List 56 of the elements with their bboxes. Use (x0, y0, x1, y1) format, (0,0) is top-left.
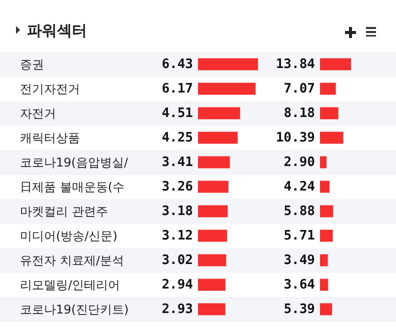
bar (320, 132, 344, 144)
data-label: 13.84 (276, 56, 316, 72)
y-tick-label: 유전자 치료제/분석 (20, 253, 124, 268)
data-label: 2.93 (162, 302, 193, 317)
bar (320, 107, 338, 120)
y-tick-label: 미디어(방송/신문) (20, 228, 118, 243)
data-label: 3.64 (284, 277, 316, 292)
data-label: 2.90 (284, 154, 316, 170)
y-tick-label: 자전거 (20, 106, 56, 120)
y-tick-label: 마켓컬리 관련주 (20, 204, 108, 218)
bar (320, 82, 336, 95)
data-label: 4.51 (162, 106, 194, 121)
bar (198, 156, 230, 168)
y-tick-label: 코로나19(음압병실/ (20, 155, 129, 170)
data-label: 3.12 (162, 228, 193, 244)
data-label: 3.18 (162, 204, 194, 219)
data-label: 6.17 (162, 81, 193, 96)
bar (198, 58, 258, 70)
text: 파워섹터 (27, 22, 87, 40)
bar (198, 82, 256, 95)
y-tick-label: 리모델링/인테리어 (20, 278, 120, 292)
data-label: 3.49 (284, 252, 315, 268)
bar (320, 58, 351, 70)
bar (320, 278, 328, 291)
data-label: 3.41 (162, 154, 194, 170)
bar (198, 254, 226, 266)
data-label: 10.39 (276, 130, 315, 146)
y-tick-label: 캐릭터상품 (20, 130, 80, 145)
y-tick-label: 전기자전거 (20, 82, 80, 96)
data-label: 4.25 (162, 130, 193, 146)
data-label: 3.26 (162, 179, 194, 194)
bar (198, 230, 228, 242)
data-label: 5.39 (284, 302, 315, 317)
y-tick-label: 증권 (20, 57, 44, 72)
data-label: 2.94 (162, 277, 194, 292)
data-label: 3.02 (162, 252, 193, 268)
bar (320, 230, 333, 242)
bar (320, 156, 326, 168)
bar (198, 180, 228, 193)
data-label: 6.43 (162, 56, 193, 72)
data-label: 4.24 (284, 179, 316, 194)
y-tick-label: 코로나19(진단키트) (20, 302, 129, 316)
bar (320, 205, 334, 218)
y-tick-label: 日제품 불매운동(수 (20, 180, 124, 194)
bar (198, 107, 240, 120)
bar (198, 205, 228, 218)
bar (198, 132, 238, 144)
bar (320, 303, 332, 316)
data-label: 7.07 (284, 81, 315, 96)
data-label: 5.88 (284, 204, 316, 219)
bar (198, 303, 226, 316)
bar (320, 254, 328, 266)
bar (198, 278, 226, 291)
bar (320, 180, 330, 193)
data-label: 8.18 (284, 106, 316, 121)
data-label: 5.71 (284, 228, 316, 244)
